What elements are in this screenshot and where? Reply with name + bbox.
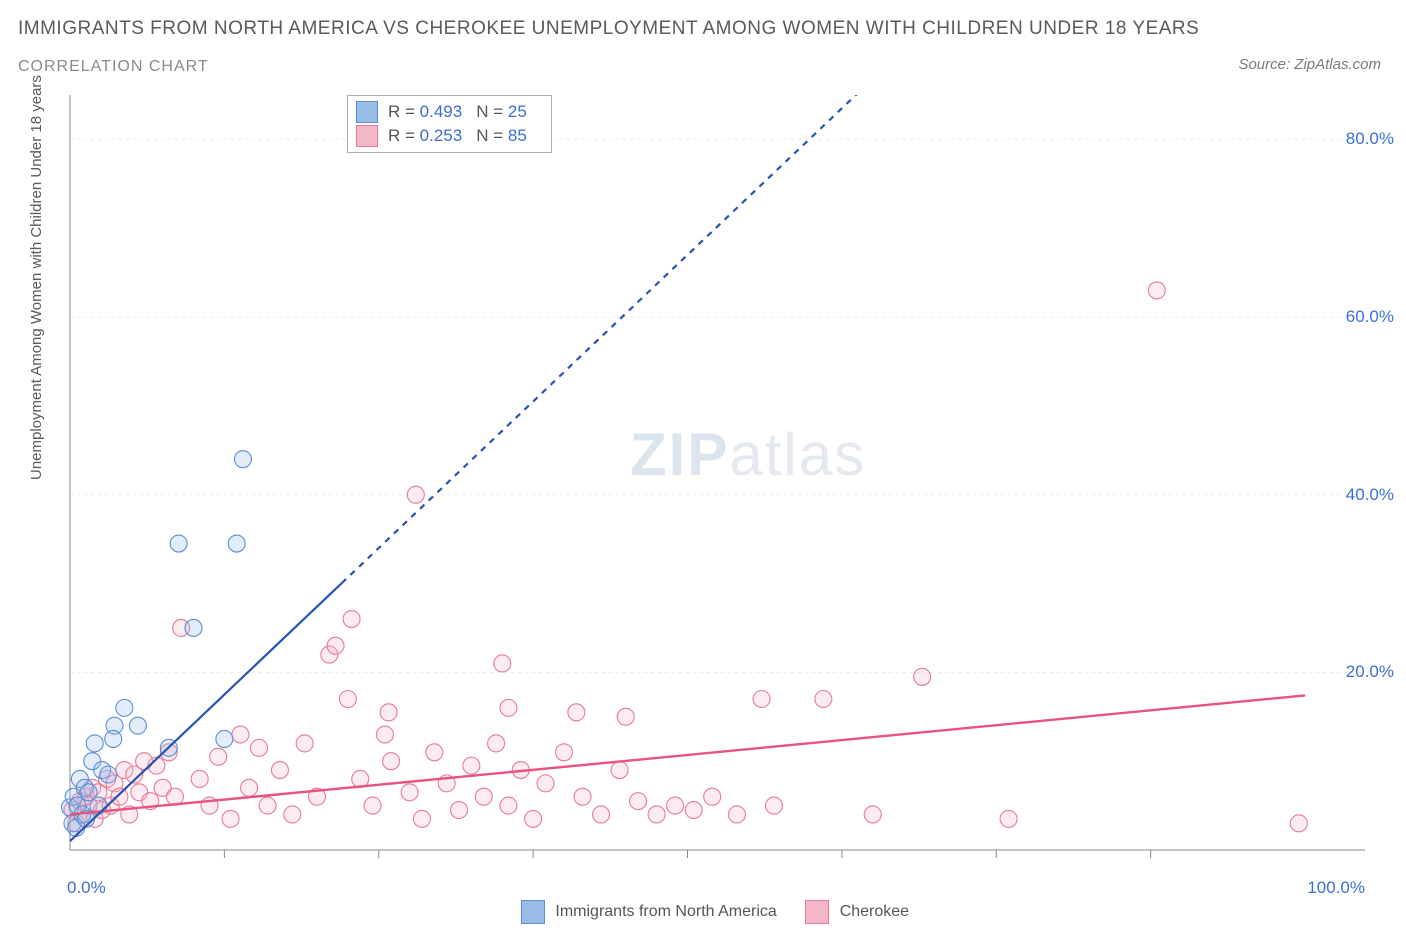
chart-title: IMMIGRANTS FROM NORTH AMERICA VS CHEROKE…: [18, 18, 1199, 40]
legend-bottom-label-0: Immigrants from North America: [555, 903, 776, 920]
legend-stats-row-1: R = 0.253N = 85: [356, 124, 541, 148]
chart-subtitle: CORRELATION CHART: [18, 58, 209, 76]
y-axis-label: Unemployment Among Women with Children U…: [28, 75, 45, 480]
legend-swatch-1: [356, 125, 378, 147]
y-tick-label: 80.0%: [1346, 129, 1394, 149]
legend-bottom-label-1: Cherokee: [840, 903, 909, 920]
x-tick-label: 100.0%: [1307, 878, 1365, 898]
chart-svg: [55, 95, 1385, 885]
legend-stats-row-0: R = 0.493N = 25: [356, 100, 541, 124]
legend-bottom: Immigrants from North America Cherokee: [0, 900, 1406, 924]
legend-bottom-swatch-1: [805, 900, 829, 924]
legend-swatch-0: [356, 101, 378, 123]
y-tick-label: 40.0%: [1346, 485, 1394, 505]
y-tick-label: 20.0%: [1346, 662, 1394, 682]
x-tick-label: 0.0%: [67, 878, 106, 898]
y-tick-label: 60.0%: [1346, 307, 1394, 327]
source-attribution: Source: ZipAtlas.com: [1238, 56, 1381, 73]
scatter-chart: [55, 95, 1385, 885]
legend-bottom-swatch-0: [521, 900, 545, 924]
legend-stats: R = 0.493N = 25 R = 0.253N = 85: [347, 95, 552, 153]
